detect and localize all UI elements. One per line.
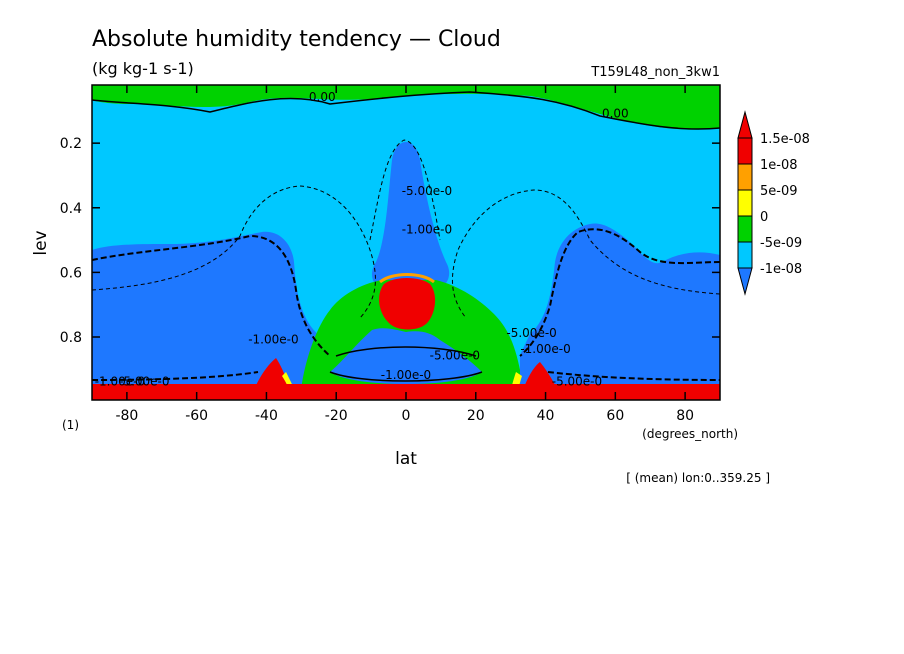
contour-label: -5.00e-0 [402,184,452,198]
y-tick-label: 0.8 [60,330,82,346]
contour-label: -5.00e-0 [119,374,169,388]
x-axis-label: lat [395,449,417,469]
colorbar-label: -1e-08 [760,262,802,277]
colorbar-below-arrow [737,267,753,296]
run-label: T159L48_non_3kw1 [590,65,720,80]
x-tick-label: 40 [537,408,555,424]
x-tick-label: 60 [606,408,624,424]
contour-label: -1.00e-0 [381,368,431,382]
y-tick-label: 0.6 [60,265,82,281]
y-tick-label: 0.4 [60,201,82,217]
contour-dashed-left [92,185,376,319]
contour-surface [92,371,720,381]
contour-label: -1.00e-0 [402,223,452,237]
colorbar-band [737,215,753,243]
x-axis-units: (degrees_north) [642,427,738,441]
top-green-region [92,85,720,130]
colorbar-label: -5e-09 [760,236,802,251]
y-axis-units: (1) [62,418,79,432]
contour-zero-top [92,91,720,130]
y-axis-label: lev [31,230,51,255]
contour-labels: 0.000.00-5.00e-0-1.00e-0-1.00e-0-5.00e-0… [95,90,629,388]
colorbar-band [737,241,753,269]
colorbar-above-arrow [737,110,753,139]
contour-label: -1.00e-0 [95,374,145,388]
colorbar-band [737,189,753,217]
y-axis: 0.2 0.4 0.6 0.8 [60,136,720,346]
contour-dashed-right [452,189,720,319]
contour-label: -5.00e-0 [430,349,480,363]
colorbar-band [737,137,753,165]
x-tick-label: 80 [676,408,694,424]
x-tick-label: -40 [255,408,278,424]
footnote: [ (mean) lon:0..359.25 ] [626,471,770,485]
contour-label: -5.00e-0 [552,374,602,388]
equatorial-red-max [379,278,436,330]
colorbar-label: 1e-08 [760,158,798,173]
plot-area [92,85,720,400]
contour-label: -1.00e-0 [520,342,570,356]
x-tick-label: 0 [402,408,411,424]
left-blue-lobe [92,231,330,400]
x-tick-label: -20 [325,408,348,424]
contour-thick-right [519,228,720,357]
colorbar-label: 5e-09 [760,184,798,199]
central-blue-core [330,328,482,384]
contour-label: 0.00 [602,106,629,120]
colorbar-label: 0 [760,210,768,225]
contour-label: -1.00e-0 [248,332,298,346]
colorbar: 1.5e-08 1e-08 5e-09 0 -5e-09 -1e-08 [737,110,810,296]
contour-dashed-plume [369,139,441,241]
x-axis: -80 -60 -40 -20 0 20 40 60 80 [115,85,694,424]
colorbar-band [737,163,753,191]
contour-thick-left [92,234,331,357]
contour-core [329,346,483,382]
x-tick-label: -60 [185,408,208,424]
colorbar-label: 1.5e-08 [760,132,810,147]
x-tick-label: -80 [115,408,138,424]
right-blue-lobe [520,223,720,400]
contour-label: -5.00e-0 [506,326,556,340]
x-tick-label: 20 [467,408,485,424]
chart-units: (kg kg-1 s-1) [92,59,194,78]
chart-title: Absolute humidity tendency — Cloud [92,27,501,52]
orange-ring [379,273,435,284]
equatorial-blue-plume [371,142,450,292]
y-tick-label: 0.2 [60,136,82,152]
contour-label: 0.00 [309,90,336,104]
